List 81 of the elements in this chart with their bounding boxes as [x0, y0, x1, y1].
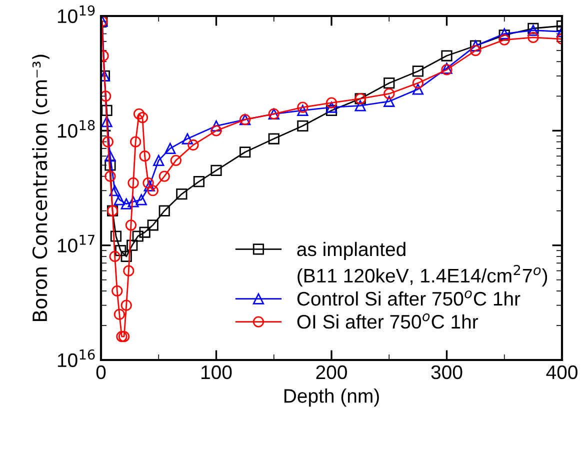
point — [126, 240, 138, 251]
point — [128, 196, 139, 208]
point — [114, 308, 125, 320]
point — [114, 194, 125, 206]
point — [104, 170, 116, 182]
point — [147, 185, 158, 196]
point — [193, 176, 205, 188]
point — [120, 250, 132, 262]
point — [118, 331, 130, 342]
point — [326, 102, 338, 113]
y-tick-label: 10$^{17}$ — [58, 234, 94, 252]
point — [158, 205, 170, 216]
point — [297, 120, 308, 132]
point — [123, 265, 134, 276]
point — [441, 50, 452, 62]
point — [120, 300, 132, 311]
point — [147, 220, 158, 231]
point — [144, 180, 155, 192]
point — [128, 177, 139, 189]
point — [136, 112, 148, 124]
y-tick-label: 10$^{18}$ — [58, 120, 95, 138]
point — [164, 142, 176, 154]
point — [498, 34, 510, 46]
point — [268, 133, 280, 144]
legend-label: OI Si after 750$^{o}$C 1hr — [297, 313, 478, 329]
point — [297, 104, 308, 116]
point — [125, 220, 137, 231]
point — [132, 230, 144, 242]
annotation: (B11 120keV, 1.4E14/cm$^{2}$7$^{o}$) — [298, 264, 548, 286]
point — [109, 185, 120, 196]
point — [326, 104, 338, 116]
point — [104, 160, 116, 171]
point — [109, 250, 120, 262]
x-tick-label: 200 — [316, 365, 347, 380]
legend-label: as implanted — [297, 242, 406, 260]
point — [528, 32, 539, 44]
point — [176, 188, 188, 200]
point — [412, 78, 424, 89]
x-tick-label: 100 — [202, 365, 232, 380]
point — [182, 133, 193, 144]
point — [136, 194, 147, 206]
point — [133, 108, 145, 120]
point — [297, 102, 308, 113]
y-tick-label: 10$^{19}$ — [58, 5, 95, 24]
point — [412, 66, 424, 77]
point — [101, 90, 112, 102]
point — [326, 97, 338, 108]
point — [120, 198, 132, 210]
point — [188, 139, 199, 151]
point — [210, 164, 222, 176]
x-tick-label: 400 — [546, 365, 578, 380]
point — [384, 78, 395, 89]
point — [110, 230, 122, 242]
x-tick-label: 300 — [431, 365, 462, 380]
point — [210, 125, 222, 136]
point — [142, 177, 154, 189]
point — [101, 104, 112, 116]
point — [115, 245, 126, 256]
point — [102, 136, 114, 148]
point — [240, 146, 251, 158]
point — [384, 88, 395, 100]
legend-label: Control Si after 750$^{o}$C 1hr — [297, 290, 520, 306]
point — [210, 120, 222, 132]
point — [116, 331, 128, 342]
y-tick-label: 10$^{16}$ — [58, 349, 95, 368]
point — [130, 136, 142, 148]
point — [354, 100, 366, 112]
point — [158, 170, 170, 182]
point — [139, 226, 150, 238]
point — [412, 84, 424, 95]
point — [384, 96, 395, 107]
point — [470, 44, 482, 56]
x-axis-title: Depth (nm) — [284, 388, 379, 407]
point — [101, 116, 112, 128]
point — [104, 150, 116, 162]
x-tick-label: 0 — [96, 365, 106, 380]
point — [153, 154, 164, 166]
point — [112, 285, 123, 297]
y-axis-title: Boron Concentration (cm⁻³) — [32, 54, 50, 321]
point — [139, 150, 150, 162]
point — [170, 154, 182, 166]
